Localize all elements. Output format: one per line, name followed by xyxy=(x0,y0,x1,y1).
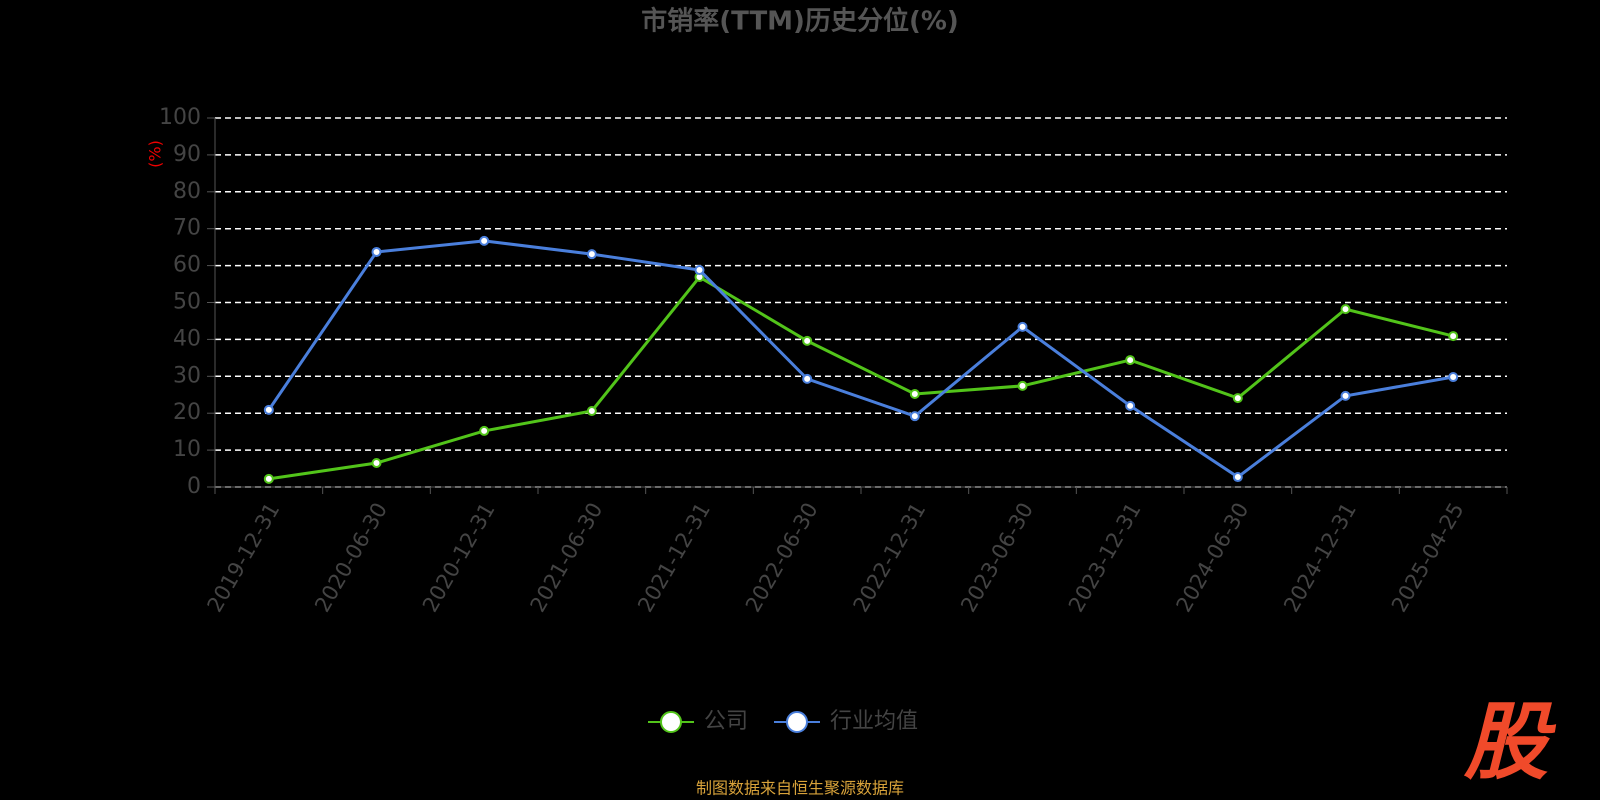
data-point xyxy=(1017,380,1028,391)
series-line xyxy=(267,239,1454,479)
y-tick-label: 0 xyxy=(187,474,201,499)
x-tick-label: 2024-12-31 xyxy=(1279,499,1361,617)
source-note: 制图数据来自恒生聚源数据库 xyxy=(696,779,904,798)
data-point xyxy=(586,249,597,260)
x-tick-label: 2023-06-30 xyxy=(956,499,1038,617)
data-point xyxy=(802,373,813,384)
y-tick-label: 50 xyxy=(173,290,201,315)
data-point xyxy=(1448,331,1459,342)
y-tick-label: 60 xyxy=(173,253,201,278)
data-point xyxy=(1232,472,1243,483)
x-tick-label: 2020-06-30 xyxy=(310,499,392,617)
y-tick-label: 100 xyxy=(159,105,201,130)
data-point xyxy=(1340,304,1351,315)
data-point xyxy=(1125,400,1136,411)
y-tick-label: 90 xyxy=(173,142,201,167)
data-point xyxy=(1125,355,1136,366)
data-point xyxy=(1232,393,1243,404)
x-tick-label: 2022-12-31 xyxy=(849,499,931,617)
legend-label: 行业均值 xyxy=(830,709,918,734)
y-tick-label: 70 xyxy=(173,216,201,241)
data-point xyxy=(802,335,813,346)
y-tick-label: 80 xyxy=(173,179,201,204)
data-point xyxy=(694,265,705,276)
x-tick-label: 2021-12-31 xyxy=(633,499,715,617)
x-tick-label: 2023-12-31 xyxy=(1064,499,1146,617)
x-tick-label: 2025-04-25 xyxy=(1387,499,1469,617)
data-point xyxy=(1017,321,1028,332)
data-point xyxy=(909,389,920,400)
data-point xyxy=(479,425,490,436)
data-point xyxy=(586,405,597,416)
series-line xyxy=(268,275,1454,481)
legend-symbol xyxy=(786,711,808,733)
x-tick-label: 2022-06-30 xyxy=(741,499,823,617)
logo: 股 xyxy=(1463,693,1557,791)
legend-label: 公司 xyxy=(704,709,748,734)
x-tick-label: 2024-06-30 xyxy=(1172,499,1254,617)
chart-title: 市销率(TTM)历史分位(%) xyxy=(641,6,959,37)
y-tick-label: 20 xyxy=(173,400,201,425)
x-tick-label: 2019-12-31 xyxy=(203,499,285,617)
y-tick-label: 10 xyxy=(173,437,201,462)
data-point xyxy=(263,404,274,415)
data-point xyxy=(909,411,920,422)
y-axis-label: (%) xyxy=(146,140,165,168)
data-point xyxy=(1448,372,1459,383)
legend-symbol xyxy=(660,711,682,733)
x-tick-label: 2020-12-31 xyxy=(418,499,500,617)
y-tick-label: 30 xyxy=(173,363,201,388)
x-tick-label: 2021-06-30 xyxy=(526,499,608,617)
data-point xyxy=(263,473,274,484)
y-tick-label: 40 xyxy=(173,326,201,351)
data-point xyxy=(371,458,382,469)
data-point xyxy=(1340,390,1351,401)
data-point xyxy=(479,235,490,246)
data-point xyxy=(371,246,382,257)
